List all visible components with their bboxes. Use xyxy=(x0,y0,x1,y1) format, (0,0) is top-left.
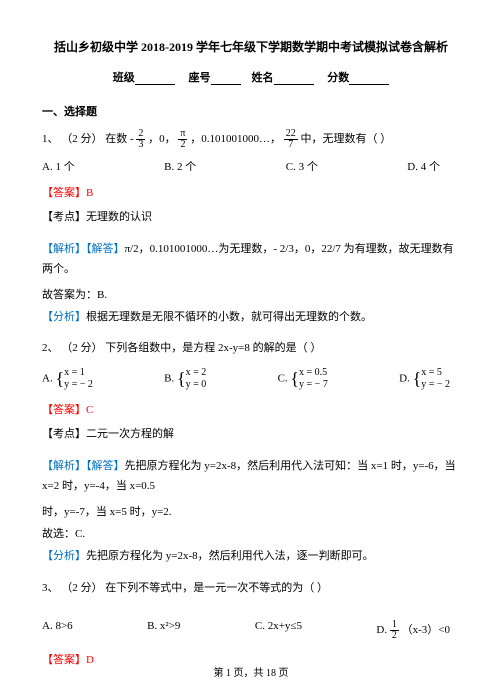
q2-opt-b: B. {x = 2y = 0 xyxy=(164,367,206,391)
q1-options: A. 1 个 B. 2 个 C. 3 个 D. 4 个 xyxy=(42,158,460,174)
seat-label: 座号 xyxy=(189,72,211,84)
brace-icon: { xyxy=(290,369,299,389)
brace-icon: { xyxy=(55,369,64,389)
page-footer: 第 1 页，共 18 页 xyxy=(0,664,502,679)
q2-options: A. {x = 1y = − 2 B. {x = 2y = 0 C. {x = … xyxy=(42,367,460,391)
q3-opt-b: B. x²>9 xyxy=(147,620,180,641)
eq1: x = 0.5 xyxy=(299,367,327,378)
answer-label: 【答案】 xyxy=(42,404,86,416)
q1-answer: 【答案】B xyxy=(42,184,460,200)
eq1: x = 5 xyxy=(421,367,442,378)
q1-frac1: 23 xyxy=(136,129,145,150)
eq1: x = 2 xyxy=(186,367,207,378)
answer-label: 【答案】 xyxy=(42,187,86,199)
analysis-text: 根据无理数是无限不循环的小数，就可得出无理数的个数。 xyxy=(86,311,372,323)
q1-topic: 【考点】无理数的认识 xyxy=(42,208,460,224)
explain-label2: 【解答】 xyxy=(86,243,125,255)
answer-value: C xyxy=(86,404,93,416)
q2-stem: 2、 （2 分） 下列各组数中，是方程 2x-y=8 的解的是（ ） xyxy=(42,339,460,359)
topic-text: 无理数的认识 xyxy=(86,211,152,223)
q1-opt-b: B. 2 个 xyxy=(164,158,196,174)
analysis-text: 先把原方程化为 y=2x-8，然后利用代入法，逐一判断即可。 xyxy=(86,550,374,562)
q2-opt-a: A. {x = 1y = − 2 xyxy=(42,367,93,391)
q3-opt-a: A. 8>6 xyxy=(42,620,73,641)
q1-text-c: ，0.101001000…， xyxy=(190,133,281,145)
info-row: 班级 座号 姓名 分数 xyxy=(42,69,460,85)
frac-den: 2 xyxy=(390,631,399,641)
opt-label: C. xyxy=(278,373,291,385)
q2-analysis: 【分析】先把原方程化为 y=2x-8，然后利用代入法，逐一判断即可。 xyxy=(42,547,460,567)
q1-opt-a: A. 1 个 xyxy=(42,158,75,174)
q2-opt-c: C. {x = 0.5y = − 7 xyxy=(278,367,328,391)
q1-conclusion: 故答案为：B. xyxy=(42,286,460,302)
name-blank xyxy=(274,73,314,85)
q1-text-d: 中，无理数有（ ） xyxy=(300,133,391,145)
q3-opt-c: C. 2x+y≤5 xyxy=(255,620,302,641)
q3-optd-frac: 12 xyxy=(390,620,399,641)
topic-label: 【考点】 xyxy=(42,211,86,223)
q1-frac2: π2 xyxy=(178,129,187,150)
seat-blank xyxy=(211,73,241,85)
eq1: x = 1 xyxy=(64,367,85,378)
q1-opt-c: C. 3 个 xyxy=(286,158,318,174)
q2-explain-line2: 时，y=-7，当 x=5 时，y=2. xyxy=(42,503,460,519)
score-label: 分数 xyxy=(327,72,349,84)
explain-label: 【解析】 xyxy=(42,243,86,255)
q2-opt-d: D. {x = 5y = − 2 xyxy=(399,367,450,391)
answer-value: B xyxy=(86,187,93,199)
q2-answer: 【答案】C xyxy=(42,401,460,417)
q1-text-b: ，0， xyxy=(148,133,176,145)
score-blank xyxy=(349,73,389,85)
class-blank xyxy=(135,73,175,85)
analysis-label: 【分析】 xyxy=(42,550,86,562)
eq2: y = − 2 xyxy=(64,379,93,390)
brace-icon: { xyxy=(177,369,186,389)
section-header: 一、选择题 xyxy=(42,103,460,119)
q3-stem: 3、 （2 分） 在下列不等式中，是一元一次不等式的为（ ） xyxy=(42,579,460,599)
opt-label: B. xyxy=(164,373,177,385)
topic-text: 二元一次方程的解 xyxy=(86,428,174,440)
opt-tail: （x-3）<0 xyxy=(402,624,450,636)
q3-opt-d: D. 12 （x-3）<0 xyxy=(376,620,450,641)
opt-label: D. xyxy=(399,373,412,385)
topic-label: 【考点】 xyxy=(42,428,86,440)
frac-den: 3 xyxy=(136,140,145,150)
explain-label: 【解析】 xyxy=(42,460,86,472)
q1-explain: 【解析】【解答】π/2，0.101001000…为无理数，- 2/3，0，22/… xyxy=(42,240,460,280)
frac-den: 2 xyxy=(178,140,187,150)
q2-topic: 【考点】二元一次方程的解 xyxy=(42,425,460,441)
opt-label: A. xyxy=(42,373,55,385)
q1-frac3: 227 xyxy=(284,129,298,150)
eq2: y = − 2 xyxy=(421,379,450,390)
class-label: 班级 xyxy=(113,72,135,84)
q3-options: A. 8>6 B. x²>9 C. 2x+y≤5 D. 12 （x-3）<0 xyxy=(42,620,460,641)
eq2: y = − 7 xyxy=(299,379,328,390)
q2-conclusion: 故选：C. xyxy=(42,525,460,541)
explain-label2: 【解答】 xyxy=(86,460,125,472)
q1-opt-d: D. 4 个 xyxy=(407,158,440,174)
page-title: 括山乡初级中学 2018-2019 学年七年级下学期数学期中考试模拟试卷含解析 xyxy=(42,38,460,55)
q1-analysis: 【分析】根据无理数是无限不循环的小数，就可得出无理数的个数。 xyxy=(42,308,460,328)
eq2: y = 0 xyxy=(186,379,207,390)
q2-explain: 【解析】【解答】先把原方程化为 y=2x-8，然后利用代入法可知：当 x=1 时… xyxy=(42,457,460,497)
analysis-label: 【分析】 xyxy=(42,311,86,323)
frac-den: 7 xyxy=(284,140,298,150)
q1-text-a: 1、 （2 分） 在数 - xyxy=(42,133,136,145)
name-label: 姓名 xyxy=(252,72,274,84)
q1-stem: 1、 （2 分） 在数 - 23 ，0， π2 ，0.101001000…， 2… xyxy=(42,129,460,150)
opt-label: D. xyxy=(376,624,389,636)
brace-icon: { xyxy=(413,369,422,389)
